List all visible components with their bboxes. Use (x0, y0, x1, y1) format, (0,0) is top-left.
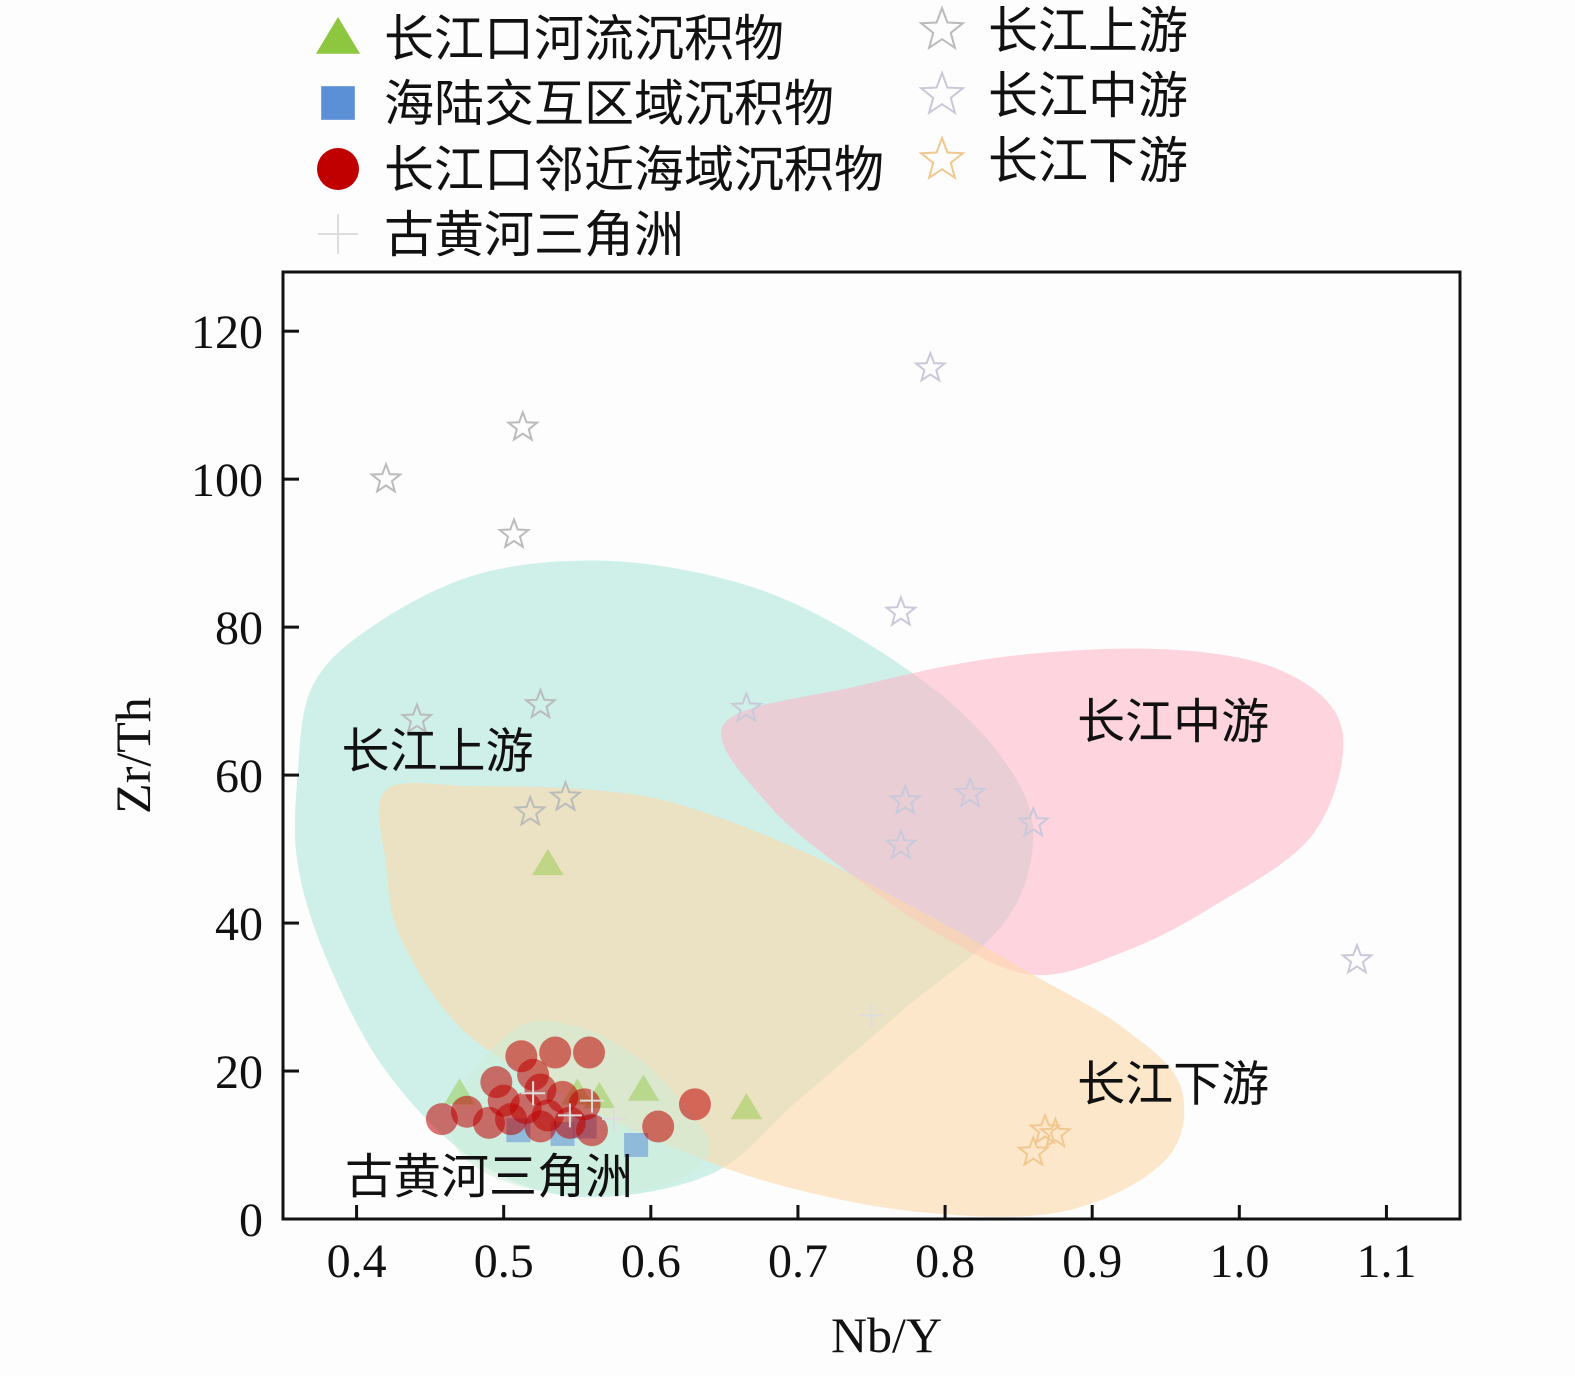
data-points (368, 350, 1375, 1167)
legend-item-transition: 海陆交互区域沉积物 (321, 75, 834, 133)
y-axis-title: Zr/Th (105, 697, 161, 814)
y-tick-label: 100 (191, 454, 263, 507)
point-middle-5 (1016, 805, 1051, 838)
x-tick-label: 1.1 (1356, 1235, 1416, 1288)
point-upper-2 (496, 516, 532, 550)
legend-triangle-icon (315, 17, 361, 54)
region-shapes (294, 560, 1344, 1217)
legend-plus-icon (318, 214, 358, 254)
legend-label: 古黄河三角洲 (384, 206, 684, 264)
point-offshore-0 (425, 1103, 458, 1136)
legend-circle-icon (317, 148, 359, 190)
point-yellow_delta-4 (859, 1003, 884, 1028)
legend-star-icon (918, 70, 966, 116)
point-yellow_delta-1 (579, 1088, 604, 1113)
point-offshore-17 (575, 1114, 608, 1147)
plot-frame (281, 270, 1462, 1221)
legend-label: 长江上游 (988, 2, 1188, 60)
point-lower-0 (1038, 1116, 1073, 1149)
point-yre_river-3 (730, 1093, 763, 1120)
point-middle-1 (884, 594, 918, 627)
point-middle-3 (888, 783, 923, 816)
legend-item-yellow_delta: 古黄河三角洲 (318, 206, 684, 264)
point-yre_river-4 (532, 848, 564, 876)
point-upper-1 (505, 409, 540, 442)
y-tick-label: 120 (191, 306, 263, 359)
point-offshore-2 (539, 1036, 572, 1069)
legend-item-upper: 长江上游 (918, 2, 1188, 60)
region-label-upper: 长江上游 (341, 724, 533, 780)
point-middle-2 (729, 690, 764, 723)
x-axis-ticks: 0.4 0.5 0.6 0.7 0.8 0.9 1.0 1.1 (327, 1205, 1416, 1288)
point-middle-7 (1339, 942, 1375, 975)
point-middle-4 (953, 775, 988, 808)
y-tick-label: 60 (215, 750, 263, 803)
point-upper-0 (368, 461, 404, 494)
point-yre_river-5 (627, 1074, 660, 1101)
point-upper-3 (399, 701, 434, 735)
region-label-yellow_delta: 古黄河三角洲 (345, 1149, 633, 1205)
x-tick-label: 1.0 (1209, 1235, 1269, 1288)
legend-label: 长江口河流沉积物 (384, 10, 784, 68)
y-tick-label: 20 (215, 1046, 263, 1099)
legend-label: 长江口邻近海域沉积物 (384, 141, 884, 199)
point-lower-2 (1028, 1112, 1063, 1145)
legend-item-yre_river: 长江口河流沉积物 (315, 10, 784, 68)
legend-item-middle: 长江中游 (918, 67, 1188, 125)
region-lower (378, 782, 1185, 1217)
y-tick-label: 80 (215, 602, 263, 655)
point-transition-0 (624, 1133, 649, 1158)
x-tick-label: 0.7 (768, 1235, 828, 1288)
legend-label: 长江中游 (988, 67, 1188, 125)
point-yellow_delta-3 (602, 1107, 627, 1132)
x-tick-label: 0.8 (915, 1235, 975, 1288)
x-tick-label: 0.9 (1062, 1235, 1122, 1288)
x-tick-label: 0.6 (621, 1235, 681, 1288)
point-upper-6 (548, 779, 583, 812)
point-upper-4 (523, 686, 558, 720)
y-tick-label: 0 (239, 1194, 263, 1247)
region-label-lower: 长江下游 (1077, 1057, 1269, 1113)
legend-item-lower: 长江下游 (918, 132, 1188, 190)
point-yellow_delta-0 (557, 1103, 582, 1128)
point-upper-5 (513, 794, 548, 827)
x-axis-title: Nb/Y (831, 1307, 942, 1363)
legend-label: 长江下游 (988, 132, 1188, 190)
y-axis-ticks: 0 20 40 60 80 100 120 (191, 306, 299, 1247)
point-yellow_delta-2 (521, 1081, 546, 1106)
legend-item-offshore: 长江口邻近海域沉积物 (317, 141, 884, 199)
x-tick-label: 0.4 (327, 1235, 387, 1288)
region-label-middle: 长江中游 (1077, 694, 1269, 750)
point-offshore-3 (573, 1036, 606, 1069)
point-offshore-5 (642, 1110, 675, 1143)
legend-square-icon (321, 86, 355, 120)
point-middle-6 (883, 827, 918, 860)
point-lower-1 (1016, 1134, 1051, 1167)
point-middle-0 (913, 350, 948, 383)
point-offshore-19 (524, 1110, 557, 1143)
y-tick-label: 40 (215, 898, 263, 951)
x-tick-label: 0.5 (474, 1235, 534, 1288)
legend-star-icon (918, 135, 966, 181)
legend-label: 海陆交互区域沉积物 (384, 75, 834, 133)
legend-star-icon (918, 5, 966, 51)
point-offshore-4 (678, 1088, 711, 1121)
